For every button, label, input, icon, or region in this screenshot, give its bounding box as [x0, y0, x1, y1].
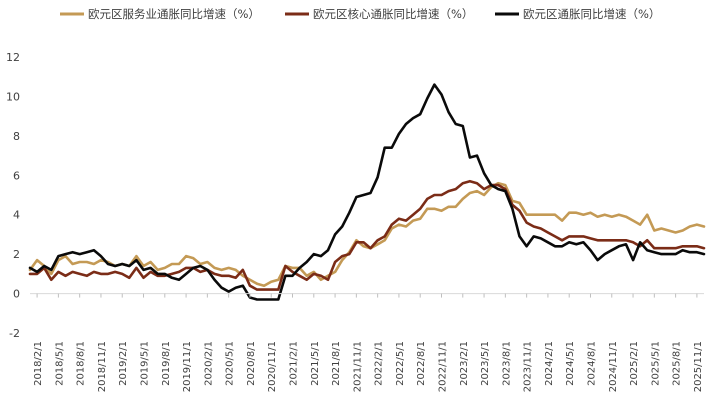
x-tick-label: 2024/11/1: [608, 341, 619, 392]
legend-label: 欧元区核心通胀同比增速（%）: [313, 7, 473, 21]
y-tick-label: 2: [13, 248, 20, 261]
x-tick-label: 2020/2/1: [203, 341, 214, 386]
x-tick-label: 2019/5/1: [140, 341, 151, 386]
x-tick-label: 2020/11/1: [267, 341, 278, 392]
x-tick-label: 2020/8/1: [246, 341, 257, 386]
x-tick-label: 2025/11/1: [693, 341, 704, 392]
x-tick-label: 2021/5/1: [310, 341, 321, 386]
x-tick-label: 2018/11/1: [97, 341, 108, 392]
x-tick-label: 2022/8/1: [416, 341, 427, 386]
series-line: [28, 179, 706, 291]
legend-label: 欧元区服务业通胀同比增速（%）: [88, 7, 260, 21]
y-tick-label: 0: [13, 288, 20, 301]
y-tick-label: -2: [9, 327, 20, 340]
x-tick-label: 2024/8/1: [586, 341, 597, 386]
x-tick-label: 2018/5/1: [54, 341, 65, 386]
x-tick-label: 2022/11/1: [437, 341, 448, 392]
x-axis: 2018/2/1 2018/5/1 2018/8/1 2018/11/1 2019/2/…: [30, 293, 704, 392]
x-tick-label: 2018/8/1: [76, 341, 87, 386]
y-tick-label: 8: [13, 130, 20, 143]
y-axis: -2 0 2 4 6 8 10 12: [6, 51, 20, 340]
x-tick-label: 2025/5/1: [650, 341, 661, 386]
x-tick-label: 2022/2/1: [374, 341, 385, 386]
x-tick-label: 2023/2/1: [459, 341, 470, 386]
x-tick-label: 2023/8/1: [501, 341, 512, 386]
x-tick-label: 2025/8/1: [672, 341, 683, 386]
x-tick-label: 2020/5/1: [225, 341, 236, 386]
x-tick-label: 2023/5/1: [480, 341, 491, 386]
x-tick-label: 2018/2/1: [33, 341, 44, 386]
x-tick-label: 2024/5/1: [565, 341, 576, 386]
series-lines: [28, 83, 706, 301]
y-tick-label: 12: [6, 51, 20, 64]
chart-legend: 欧元区服务业通胀同比增速（%） 欧元区核心通胀同比增速（%） 欧元区通胀同比增速（%…: [60, 7, 660, 21]
y-tick-label: 10: [6, 90, 20, 103]
x-tick-label: 2019/11/1: [182, 341, 193, 392]
series-line: [28, 181, 706, 287]
y-tick-label: 6: [13, 169, 20, 182]
x-tick-label: 2021/11/1: [352, 341, 363, 392]
x-tick-label: 2021/2/1: [289, 341, 300, 386]
y-tick-label: 4: [13, 209, 20, 222]
x-tick-label: 2021/8/1: [331, 341, 342, 386]
x-tick-label: 2019/8/1: [161, 341, 172, 386]
x-tick-label: 2023/11/1: [523, 341, 534, 392]
series-line: [28, 83, 706, 301]
x-tick-label: 2019/2/1: [118, 341, 129, 386]
x-tick-label: 2022/5/1: [395, 341, 406, 386]
x-tick-label: 2025/2/1: [629, 341, 640, 386]
legend-label: 欧元区通胀同比增速（%）: [523, 7, 660, 21]
x-tick-label: 2024/2/1: [544, 341, 555, 386]
